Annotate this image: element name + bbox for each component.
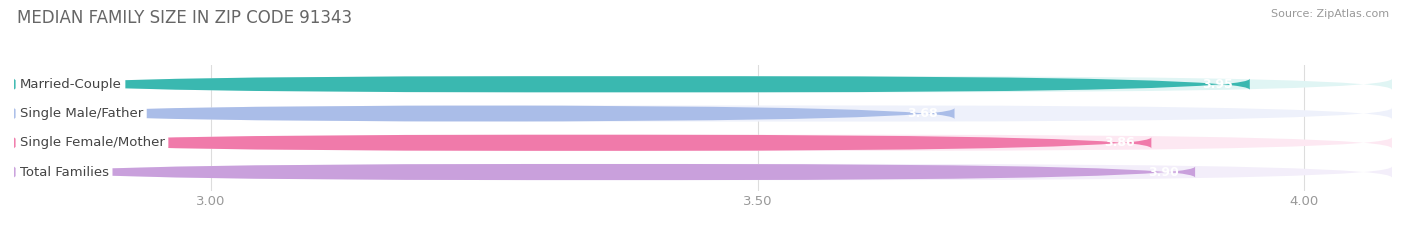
Text: 3.95: 3.95: [1202, 78, 1233, 91]
Text: Married-Couple: Married-Couple: [20, 78, 121, 91]
FancyBboxPatch shape: [14, 164, 1392, 180]
Text: Source: ZipAtlas.com: Source: ZipAtlas.com: [1271, 9, 1389, 19]
Text: 3.86: 3.86: [1104, 136, 1135, 149]
FancyBboxPatch shape: [14, 164, 1195, 180]
FancyBboxPatch shape: [14, 106, 1392, 122]
FancyBboxPatch shape: [14, 76, 1250, 92]
Text: MEDIAN FAMILY SIZE IN ZIP CODE 91343: MEDIAN FAMILY SIZE IN ZIP CODE 91343: [17, 9, 352, 27]
FancyBboxPatch shape: [14, 76, 1392, 92]
Text: Single Female/Mother: Single Female/Mother: [20, 136, 165, 149]
Text: 3.68: 3.68: [907, 107, 938, 120]
FancyBboxPatch shape: [14, 135, 1152, 151]
Text: Total Families: Total Families: [20, 165, 108, 178]
Text: Single Male/Father: Single Male/Father: [20, 107, 143, 120]
FancyBboxPatch shape: [14, 106, 955, 122]
FancyBboxPatch shape: [14, 135, 1392, 151]
Text: 3.90: 3.90: [1147, 165, 1178, 178]
